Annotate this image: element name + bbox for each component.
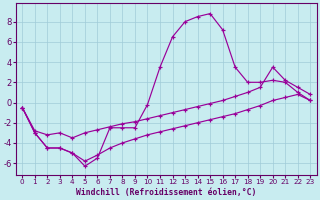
- X-axis label: Windchill (Refroidissement éolien,°C): Windchill (Refroidissement éolien,°C): [76, 188, 256, 197]
